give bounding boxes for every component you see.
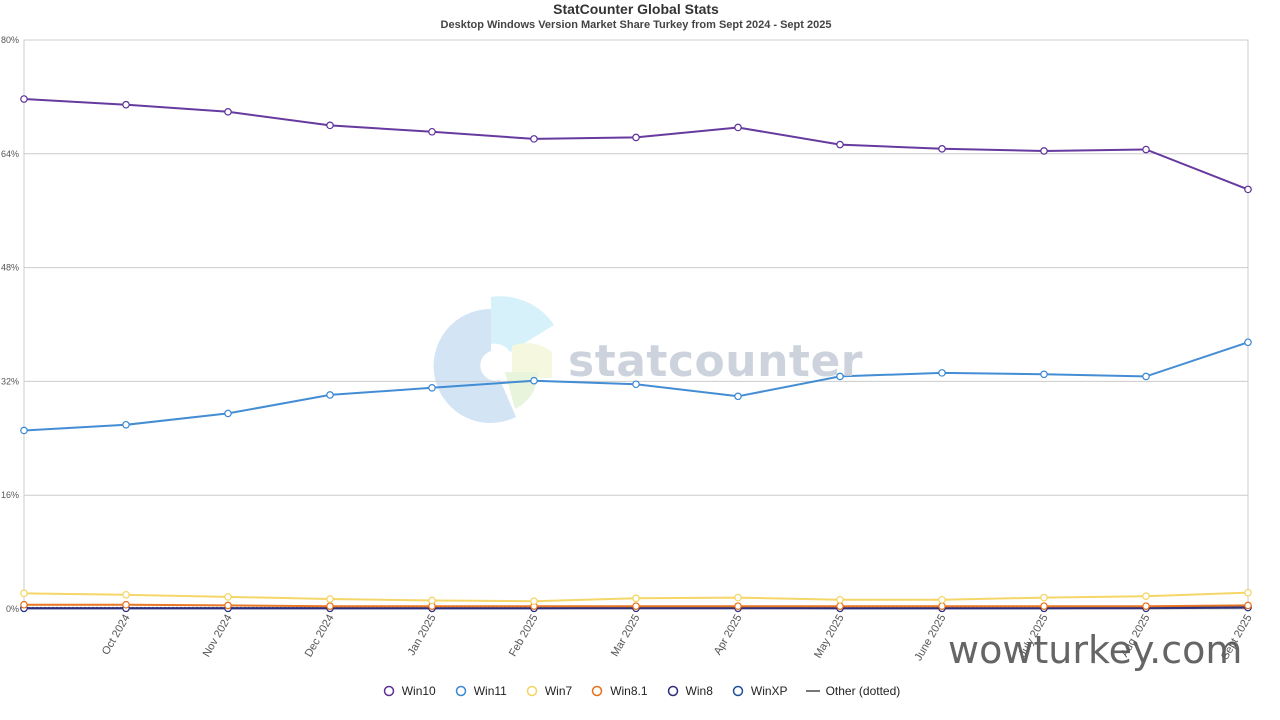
data-point xyxy=(1244,588,1252,597)
data-point xyxy=(1040,370,1048,379)
series-line-win10 xyxy=(23,98,1249,191)
chart-subtitle: Desktop Windows Version Market Share Tur… xyxy=(440,19,832,31)
data-point xyxy=(734,123,742,132)
data-point xyxy=(734,593,742,602)
grid-lines xyxy=(23,39,1249,610)
statcounter-watermark-text: statcounter xyxy=(568,336,863,387)
data-point xyxy=(224,409,232,418)
data-point xyxy=(20,95,28,103)
x-tick-label: Apr 2025 xyxy=(712,613,745,658)
legend-swatch xyxy=(455,685,466,697)
data-point xyxy=(632,594,640,603)
x-tick-label: June 2025 xyxy=(913,613,949,664)
y-tick-label: 16% xyxy=(1,490,19,500)
data-point xyxy=(326,595,334,603)
chart-title: StatCounter Global Stats xyxy=(553,1,719,17)
data-point xyxy=(632,133,640,142)
legend-swatch xyxy=(667,685,678,697)
legend-item[interactable]: Win8 xyxy=(664,684,713,698)
x-tick-label: Feb 2025 xyxy=(507,613,541,659)
y-tick-label: 48% xyxy=(1,263,19,273)
data-point xyxy=(1142,602,1150,610)
legend-item[interactable]: Win11 xyxy=(452,684,507,698)
data-point xyxy=(938,145,946,153)
legend-item[interactable]: Other (dotted) xyxy=(804,684,901,698)
legend-swatch xyxy=(591,685,603,697)
x-tick-label: Jan 2025 xyxy=(406,613,439,658)
data-point xyxy=(734,392,742,401)
data-point xyxy=(20,600,28,609)
data-point xyxy=(224,108,232,116)
data-point xyxy=(632,602,640,610)
legend-label: Other (dotted) xyxy=(825,684,901,698)
y-axis: 0% 16% 32% 48% 64% 80% xyxy=(1,35,19,614)
legend-item[interactable]: Win7 xyxy=(523,684,572,698)
data-point xyxy=(122,600,130,609)
data-point xyxy=(326,391,334,399)
legend-item[interactable]: Win8.1 xyxy=(588,684,648,698)
data-point xyxy=(1142,372,1150,381)
legend-item[interactable]: Win10 xyxy=(380,684,436,698)
data-point xyxy=(428,596,436,605)
legend-label: Win8.1 xyxy=(610,684,648,698)
data-point xyxy=(20,589,28,598)
legend-swatch xyxy=(526,685,538,697)
y-tick-label: 32% xyxy=(1,376,19,386)
x-tick-label: May 2025 xyxy=(812,613,847,661)
data-point xyxy=(428,127,436,136)
x-tick-label: Oct 2024 xyxy=(100,613,133,658)
data-point xyxy=(1244,601,1252,610)
plot-border xyxy=(23,39,1249,610)
y-tick-label: 80% xyxy=(1,35,19,45)
data-point xyxy=(224,601,232,610)
data-point xyxy=(428,384,436,392)
data-point xyxy=(1142,145,1150,154)
legend-swatch xyxy=(805,690,820,692)
data-point xyxy=(1040,602,1048,610)
data-point xyxy=(1040,593,1048,602)
series-lines xyxy=(20,95,1252,613)
legend-swatch xyxy=(732,685,744,697)
data-point xyxy=(122,590,130,599)
chart-legend: Win10 Win11 Win7 Win8.1 Win8 WinXP Other (dott… xyxy=(0,684,1280,698)
data-point xyxy=(530,135,538,143)
legend-swatch xyxy=(383,685,394,697)
data-point xyxy=(20,426,28,435)
data-point xyxy=(938,595,946,604)
legend-label: Win8 xyxy=(685,684,713,698)
x-tick-label: Dec 2024 xyxy=(303,613,337,660)
y-tick-label: 0% xyxy=(6,604,19,614)
legend-item[interactable]: WinXP xyxy=(729,684,788,698)
data-point xyxy=(1040,147,1048,155)
legend-label: WinXP xyxy=(750,684,788,698)
legend-label: Win7 xyxy=(544,684,573,698)
y-tick-label: 64% xyxy=(1,149,19,159)
data-point xyxy=(530,597,538,605)
x-tick-label: Mar 2025 xyxy=(609,613,643,659)
data-point xyxy=(1244,185,1252,194)
site-watermark-text: wowturkey.com xyxy=(948,628,1243,672)
data-point xyxy=(1244,338,1252,347)
data-point xyxy=(530,376,538,385)
data-point xyxy=(836,140,844,149)
data-point xyxy=(632,380,640,389)
data-point xyxy=(224,593,232,601)
data-point xyxy=(326,121,334,130)
data-point xyxy=(1142,592,1150,600)
data-point xyxy=(122,100,130,109)
data-point xyxy=(836,602,844,610)
legend-label: Win10 xyxy=(401,684,436,698)
data-point xyxy=(122,420,130,429)
data-point xyxy=(938,369,946,377)
statcounter-logo-watermark xyxy=(433,296,554,423)
legend-label: Win11 xyxy=(473,684,507,698)
data-point xyxy=(836,595,844,604)
data-point xyxy=(836,372,844,381)
data-point xyxy=(326,602,334,610)
data-point xyxy=(734,602,742,610)
x-tick-label: Nov 2024 xyxy=(201,613,235,660)
data-point xyxy=(938,602,946,610)
